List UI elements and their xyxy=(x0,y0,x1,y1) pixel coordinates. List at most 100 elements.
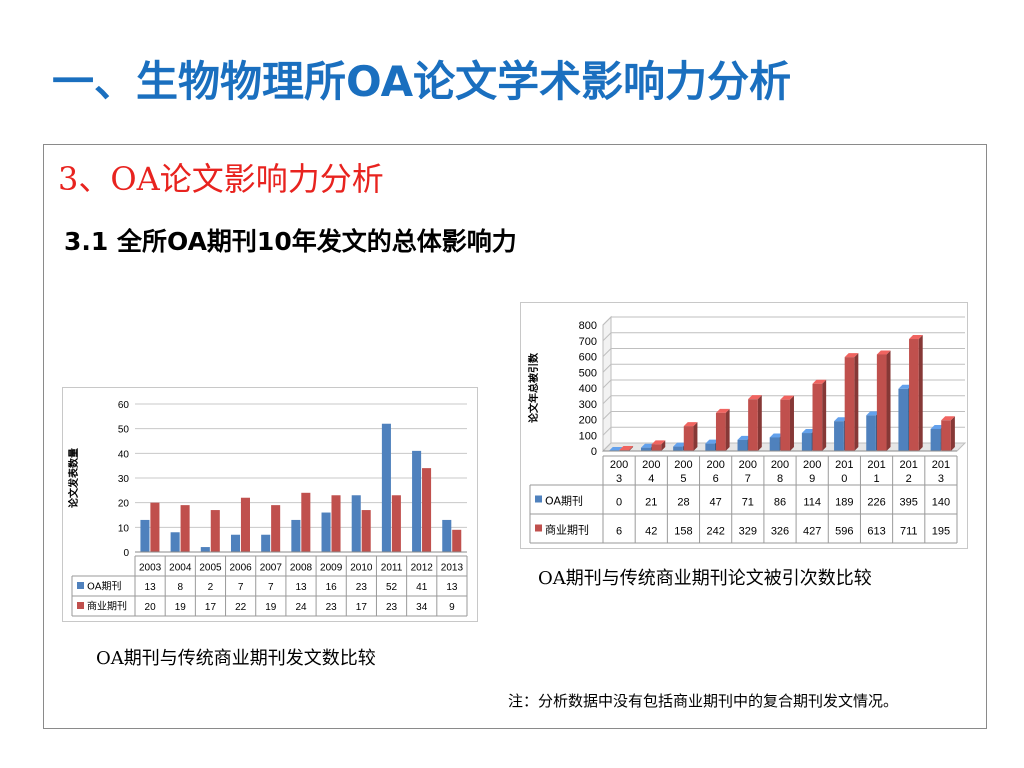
bar-top xyxy=(780,395,794,400)
data-label: 189 xyxy=(835,496,853,508)
data-label: 34 xyxy=(416,602,428,613)
bar-oa-2006 xyxy=(705,443,715,451)
bar-oa-2013 xyxy=(442,519,452,552)
x-category-label: 201 xyxy=(867,459,885,471)
bar-side xyxy=(822,379,827,451)
bar-commercial-2008 xyxy=(780,399,790,451)
bar-top xyxy=(651,440,666,445)
x-category-label: 2011 xyxy=(381,562,403,573)
data-label: 16 xyxy=(326,582,338,593)
articles-count-chart: 0 10 20 30 40 50 60 论文发表数量 2003 2004 2005 2006 2007 2… xyxy=(62,387,478,622)
bar-top xyxy=(748,395,762,400)
bar-oa-2008 xyxy=(769,437,780,451)
x-category-label: 0 xyxy=(841,473,847,485)
x-category-label: 2006 xyxy=(230,562,253,573)
x-category-label: 200 xyxy=(706,459,724,471)
bar-oa-2009 xyxy=(321,512,331,552)
bar-commercial-2004 xyxy=(180,505,190,552)
data-label: 17 xyxy=(205,602,217,613)
y-tick-label: 500 xyxy=(579,367,597,379)
bar-top xyxy=(619,446,634,451)
y-tick-label: 50 xyxy=(118,425,130,436)
data-label: 195 xyxy=(932,525,950,537)
bar-commercial-2003 xyxy=(150,502,160,552)
data-label: 158 xyxy=(674,525,692,537)
x-category-label: 201 xyxy=(835,459,853,471)
legend-label: 商业期刊 xyxy=(545,523,589,537)
bar-oa-2007 xyxy=(737,439,748,451)
bar-commercial-2013 xyxy=(941,420,951,451)
data-label: 42 xyxy=(645,525,657,537)
data-label: 28 xyxy=(677,496,689,508)
legend-swatch-oa xyxy=(535,495,542,503)
gridline xyxy=(602,316,965,326)
bar-side xyxy=(886,350,891,451)
data-label: 2 xyxy=(208,582,214,593)
x-category-label: 2008 xyxy=(290,562,313,573)
x-category-label: 200 xyxy=(674,459,692,471)
x-category-label: 6 xyxy=(713,473,719,485)
data-label: 6 xyxy=(616,525,622,537)
articles-chart-caption: OA期刊与传统商业期刊发文数比较 xyxy=(96,648,376,669)
y-tick-label: 40 xyxy=(118,449,130,460)
x-category-label: 3 xyxy=(616,473,622,485)
x-category-label: 2009 xyxy=(320,562,343,573)
bar-side xyxy=(725,408,730,451)
y-tick-label: 300 xyxy=(579,399,597,411)
articles-count-chart-svg: 0 10 20 30 40 50 60 论文发表数量 2003 2004 2005 2006 2007 2… xyxy=(67,400,468,617)
legend-swatch-oa xyxy=(77,582,84,589)
bar-oa-2006 xyxy=(230,534,241,552)
x-category-label: 2003 xyxy=(139,562,162,573)
bar-commercial-2013 xyxy=(452,529,462,552)
y-axis-label: 论文发表数量 xyxy=(67,448,80,508)
data-label: 23 xyxy=(356,582,368,593)
bar-top xyxy=(844,353,859,358)
data-label: 226 xyxy=(867,496,885,508)
bar-commercial-2007 xyxy=(271,505,281,552)
y-axis-label: 论文年总被引数 xyxy=(527,352,540,423)
data-label: 24 xyxy=(295,602,307,613)
bar-top xyxy=(640,443,655,448)
x-category-label: 2007 xyxy=(260,562,283,573)
x-category-label: 2010 xyxy=(350,562,373,573)
x-category-label: 200 xyxy=(642,459,660,471)
y-tick-label: 100 xyxy=(579,430,597,442)
y-tick-label: 10 xyxy=(118,523,130,534)
y-tick-label: 20 xyxy=(118,499,130,510)
bar-top xyxy=(608,447,623,451)
legend-label: OA期刊 xyxy=(545,495,583,508)
x-category-label: 4 xyxy=(648,473,654,485)
bar-top xyxy=(834,417,848,422)
data-label: 326 xyxy=(771,525,789,537)
bar-top xyxy=(683,422,698,427)
gridline xyxy=(602,332,965,342)
bar-oa-2005 xyxy=(673,446,683,451)
bar-commercial-2005 xyxy=(683,426,694,451)
data-label: 9 xyxy=(449,602,455,613)
bar-top xyxy=(941,416,955,421)
data-label: 23 xyxy=(326,602,338,613)
data-label: 596 xyxy=(835,525,853,537)
bar-top xyxy=(866,411,880,416)
bar-commercial-2009 xyxy=(331,495,341,552)
bar-commercial-2011 xyxy=(391,495,401,552)
bar-commercial-2010 xyxy=(361,510,371,552)
x-category-label: 201 xyxy=(900,459,918,471)
data-label: 395 xyxy=(900,496,918,508)
data-label: 52 xyxy=(386,582,398,593)
x-category-label: 2013 xyxy=(441,562,464,573)
bar-side xyxy=(757,395,762,451)
footnote: 注：分析数据中没有包括商业期刊中的复合期刊发文情况。 xyxy=(508,692,899,710)
data-label: 47 xyxy=(710,496,722,508)
data-label: 427 xyxy=(803,525,821,537)
bar-oa-2004 xyxy=(170,532,180,552)
citations-chart-svg: 0100200300400500600700800论文年总被引数20032004… xyxy=(527,315,967,544)
data-label: 20 xyxy=(145,602,157,613)
bar-side xyxy=(789,395,794,451)
bar-commercial-2008 xyxy=(301,492,311,552)
y-tick-label: 0 xyxy=(123,548,129,559)
bar-commercial-2011 xyxy=(876,354,887,451)
data-label: 329 xyxy=(739,525,757,537)
data-label: 86 xyxy=(774,496,786,508)
bar-oa-2005 xyxy=(200,547,210,552)
